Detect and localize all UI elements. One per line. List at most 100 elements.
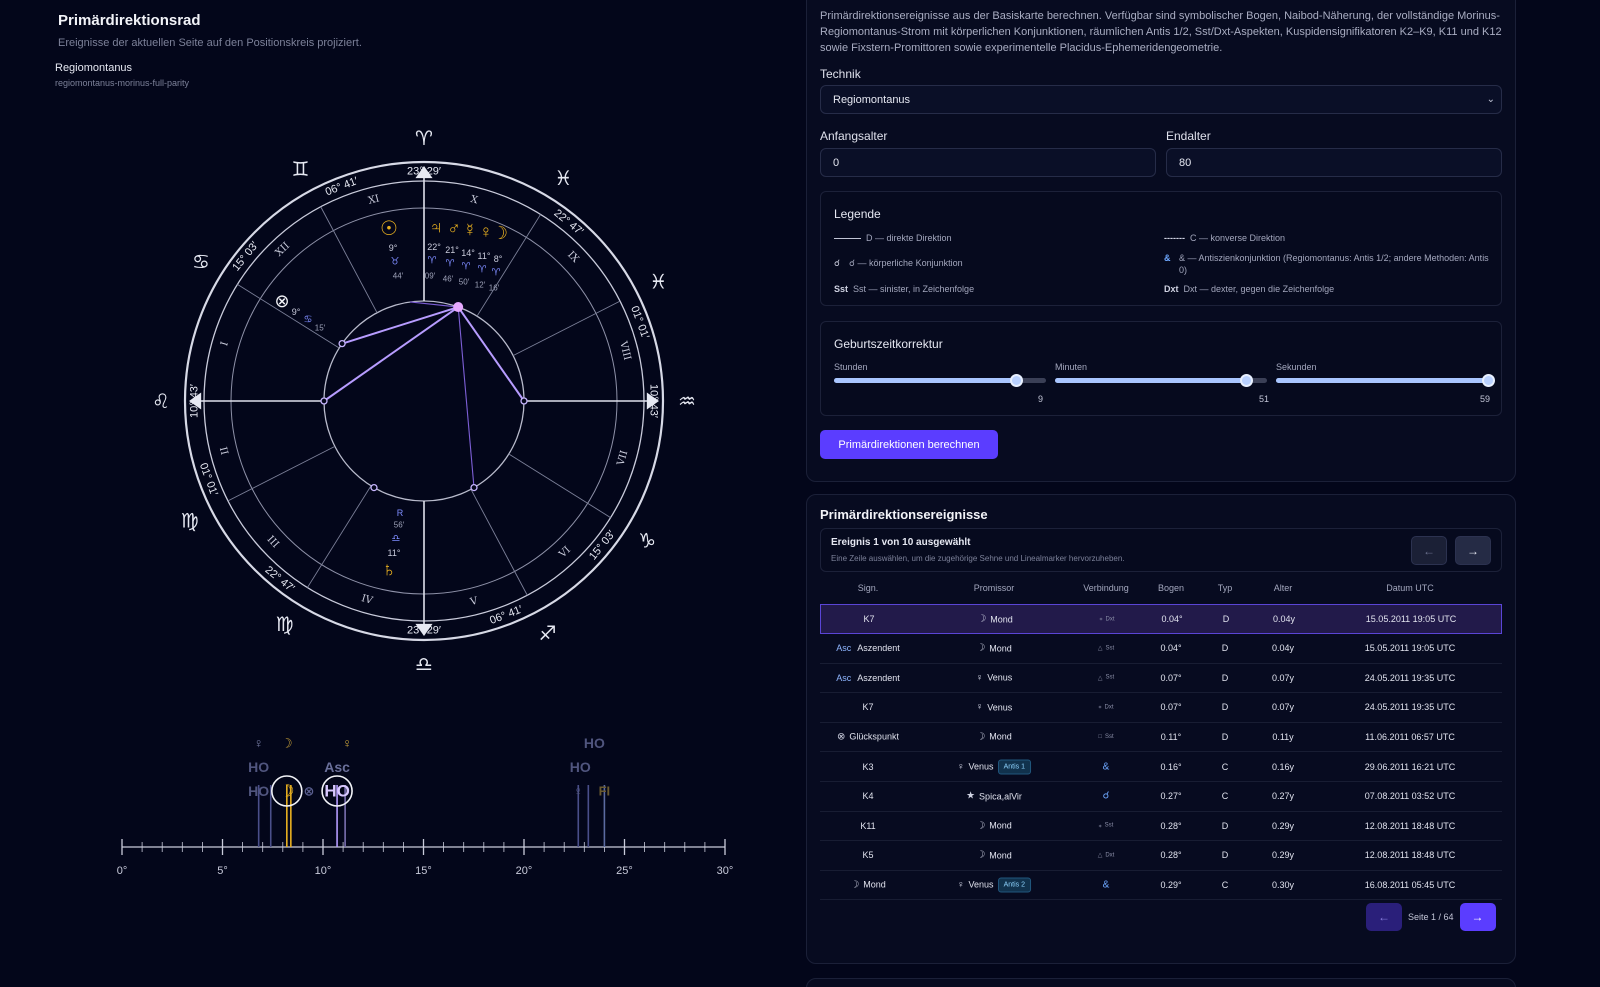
dexter-label: Dxt bbox=[1164, 284, 1179, 294]
promissor-icon: ☽ bbox=[976, 642, 986, 654]
house-numeral: IX bbox=[565, 249, 581, 265]
table-cell: ☽ Mond bbox=[976, 731, 1011, 742]
promissor-icon: ☽ bbox=[976, 849, 986, 861]
table-row[interactable]: Asc Aszendent ♀ Venus △ Sst 0.07° D 0.07y 24.05.2… bbox=[820, 663, 1502, 694]
age-value: 0.04y bbox=[1271, 643, 1295, 654]
ruler-tick-label: 25° bbox=[616, 865, 633, 877]
age-value: 0.29y bbox=[1271, 850, 1295, 861]
next-event-button[interactable]: → bbox=[1455, 536, 1491, 565]
table-cell: ☽ Mond bbox=[976, 820, 1011, 831]
moon-degree: 8° bbox=[494, 254, 503, 264]
table-row[interactable]: K11 ☽ Mond ⁎ Sst 0.28° D 0.29y 12.08.2011 18:48 … bbox=[820, 811, 1502, 842]
significator-name: K11 bbox=[860, 820, 876, 831]
table-cell: ☽ Mond bbox=[850, 879, 885, 890]
significator-name: K4 bbox=[862, 791, 874, 802]
house-numeral: VIII bbox=[617, 339, 633, 361]
col-connection[interactable]: Verbindung bbox=[1083, 583, 1129, 593]
arc-value: 0.07° bbox=[1160, 702, 1182, 713]
col-arc[interactable]: Bogen bbox=[1157, 583, 1185, 593]
intro-text: Primärdirektionsereignisse aus der Basis… bbox=[820, 10, 1502, 54]
table-row[interactable]: K7 ☽ Mond ⁎ Dxt 0.04° D 0.04y 15.05.2011 19:05 U… bbox=[820, 604, 1502, 634]
jupiter-degree: 22° bbox=[427, 242, 441, 252]
hours-slider-thumb[interactable] bbox=[1010, 374, 1024, 387]
promissor-name: Mond bbox=[989, 731, 1012, 742]
minutes-slider-thumb[interactable] bbox=[1240, 374, 1254, 387]
col-age[interactable]: Alter bbox=[1273, 583, 1293, 593]
previous-page-button[interactable]: ← bbox=[1366, 903, 1402, 931]
col-type[interactable]: Typ bbox=[1217, 583, 1233, 593]
type-value: C bbox=[1221, 791, 1229, 802]
ho-label: HO bbox=[324, 782, 350, 801]
table-cell: K5 bbox=[862, 850, 873, 860]
date-value: 12.08.2011 18:48 UTC bbox=[1364, 820, 1456, 831]
cusp-line bbox=[470, 489, 528, 596]
end-age-input[interactable]: 80 bbox=[1166, 148, 1502, 177]
previous-event-button[interactable]: ← bbox=[1411, 536, 1447, 565]
hours-label: Stunden bbox=[834, 362, 868, 372]
arc-value: 0.29° bbox=[1160, 879, 1182, 890]
wheel-panel: Primärdirektionsrad Ereignisse der aktue… bbox=[55, 12, 750, 885]
table-cell: C bbox=[1222, 762, 1229, 772]
hours-slider[interactable] bbox=[834, 374, 1046, 387]
col-significator[interactable]: Sign. bbox=[857, 583, 879, 593]
seconds-slider[interactable] bbox=[1276, 374, 1495, 387]
promissor-icon: ♀ bbox=[975, 701, 984, 713]
minutes-slider[interactable] bbox=[1055, 374, 1267, 387]
legend-converse-text: C — konverse Direktion bbox=[1189, 233, 1286, 243]
legend-sinister: Sst Sst — sinister, in Zeichenfolge bbox=[834, 283, 974, 295]
house-numeral: V bbox=[468, 595, 479, 608]
table-cell: ⊗ Glückspunkt bbox=[837, 731, 899, 742]
calculate-button[interactable]: Primärdirektionen berechnen bbox=[820, 430, 998, 459]
table-cell: K4 bbox=[862, 791, 873, 801]
promissor-name: Mond bbox=[989, 643, 1012, 654]
sign-glyph-icon: ♍ bbox=[181, 508, 199, 532]
mars-minute: 46′ bbox=[443, 275, 454, 284]
col-promissor[interactable]: Promissor bbox=[973, 583, 1015, 593]
table-row[interactable]: K3 ♀ Venus Antis 1 & 0.16° C 0.16y 29.06.2011 16… bbox=[820, 752, 1502, 782]
table-row[interactable]: ☽ Mond ♀ Venus Antis 2 & 0.29° C 0.30y 16.08.2011… bbox=[820, 870, 1502, 901]
start-age-input[interactable]: 0 bbox=[820, 148, 1156, 177]
venus-icon: ♀ bbox=[573, 784, 583, 799]
type-value: D bbox=[1221, 643, 1229, 654]
fortune-minute: 15′ bbox=[315, 324, 326, 333]
arc-value: 0.07° bbox=[1160, 672, 1182, 683]
table-cell: 0.27y bbox=[1272, 791, 1294, 801]
legend-converse: ------- C — konverse Direktion bbox=[1164, 232, 1285, 244]
table-row[interactable]: K7 ♀ Venus ⁎ Dxt 0.07° D 0.07y 24.05.2011 19:35 … bbox=[820, 693, 1502, 723]
next-page-button[interactable]: → bbox=[1459, 903, 1496, 931]
table-cell: 0.04° bbox=[1161, 614, 1182, 624]
primary-direction-wheel[interactable]: ♈♓♒♑♐♎♍♍♌♋♊ ♓23° 29′22° 47′01° 01′10° 43′… bbox=[140, 110, 710, 680]
arc-value: 0.04° bbox=[1160, 643, 1182, 654]
significator-name: Glückspunkt bbox=[849, 731, 899, 742]
date-value: 16.08.2011 05:45 UTC bbox=[1364, 879, 1456, 890]
table-row[interactable]: K5 ☽ Mond △ Dxt 0.28° D 0.29y 12.08.2011 18:48 U… bbox=[820, 841, 1502, 871]
table-cell: D bbox=[1222, 821, 1229, 831]
table-row[interactable]: ⊗ Glückspunkt ☽ Mond □ Sst 0.11° D 0.11y 11.06.20… bbox=[820, 722, 1502, 753]
sign-glyph-icon: ♋ bbox=[192, 250, 210, 274]
aries-icon: ♈ bbox=[446, 259, 455, 270]
promissor-icon: ♀ bbox=[975, 672, 984, 684]
seconds-slider-thumb[interactable] bbox=[1482, 374, 1495, 387]
table-row[interactable]: K4 ★ Spica,alVir ☌ 0.27° C 0.27y 07.08.2011 03:… bbox=[820, 782, 1502, 812]
promissor-icon: ☽ bbox=[976, 731, 986, 743]
col-date[interactable]: Datum UTC bbox=[1386, 583, 1434, 593]
ruler-tick-label: 20° bbox=[516, 865, 533, 877]
table-cell: ♀ Venus bbox=[976, 672, 1013, 683]
legend-title: Legende bbox=[834, 207, 881, 221]
technique-select[interactable]: Regiomontanus ⌄ bbox=[820, 85, 1502, 114]
asc-point bbox=[320, 397, 328, 405]
type-value: D bbox=[1221, 850, 1229, 861]
cusp-degree-label: 01° 01′ bbox=[197, 461, 220, 497]
table-row[interactable]: Asc Aszendent ☽ Mond △ Sst 0.04° D 0.04y 15.05.20… bbox=[820, 634, 1502, 664]
position-ruler[interactable]: 0° 5° 10° 15° 20° 25° 30° ♀ ☽ HO HO ☽ ⊗ ♀ Asc HO HO HO ♀ FI bbox=[100, 725, 750, 885]
cusp-line bbox=[320, 206, 378, 313]
table-cell: 0.29y bbox=[1272, 821, 1294, 831]
table-cell: ♀ Venus Antis 1 bbox=[957, 759, 1031, 774]
table-cell: 0.07° bbox=[1160, 673, 1181, 683]
conjunction-icon: ☌ bbox=[834, 258, 841, 268]
sign-glyph-icon: ♊ bbox=[292, 157, 310, 181]
chevron-down-icon: ⌄ bbox=[1486, 94, 1495, 105]
type-value: D bbox=[1221, 731, 1229, 742]
table-cell: □ Sst bbox=[1098, 734, 1113, 740]
type-value: D bbox=[1221, 820, 1229, 831]
